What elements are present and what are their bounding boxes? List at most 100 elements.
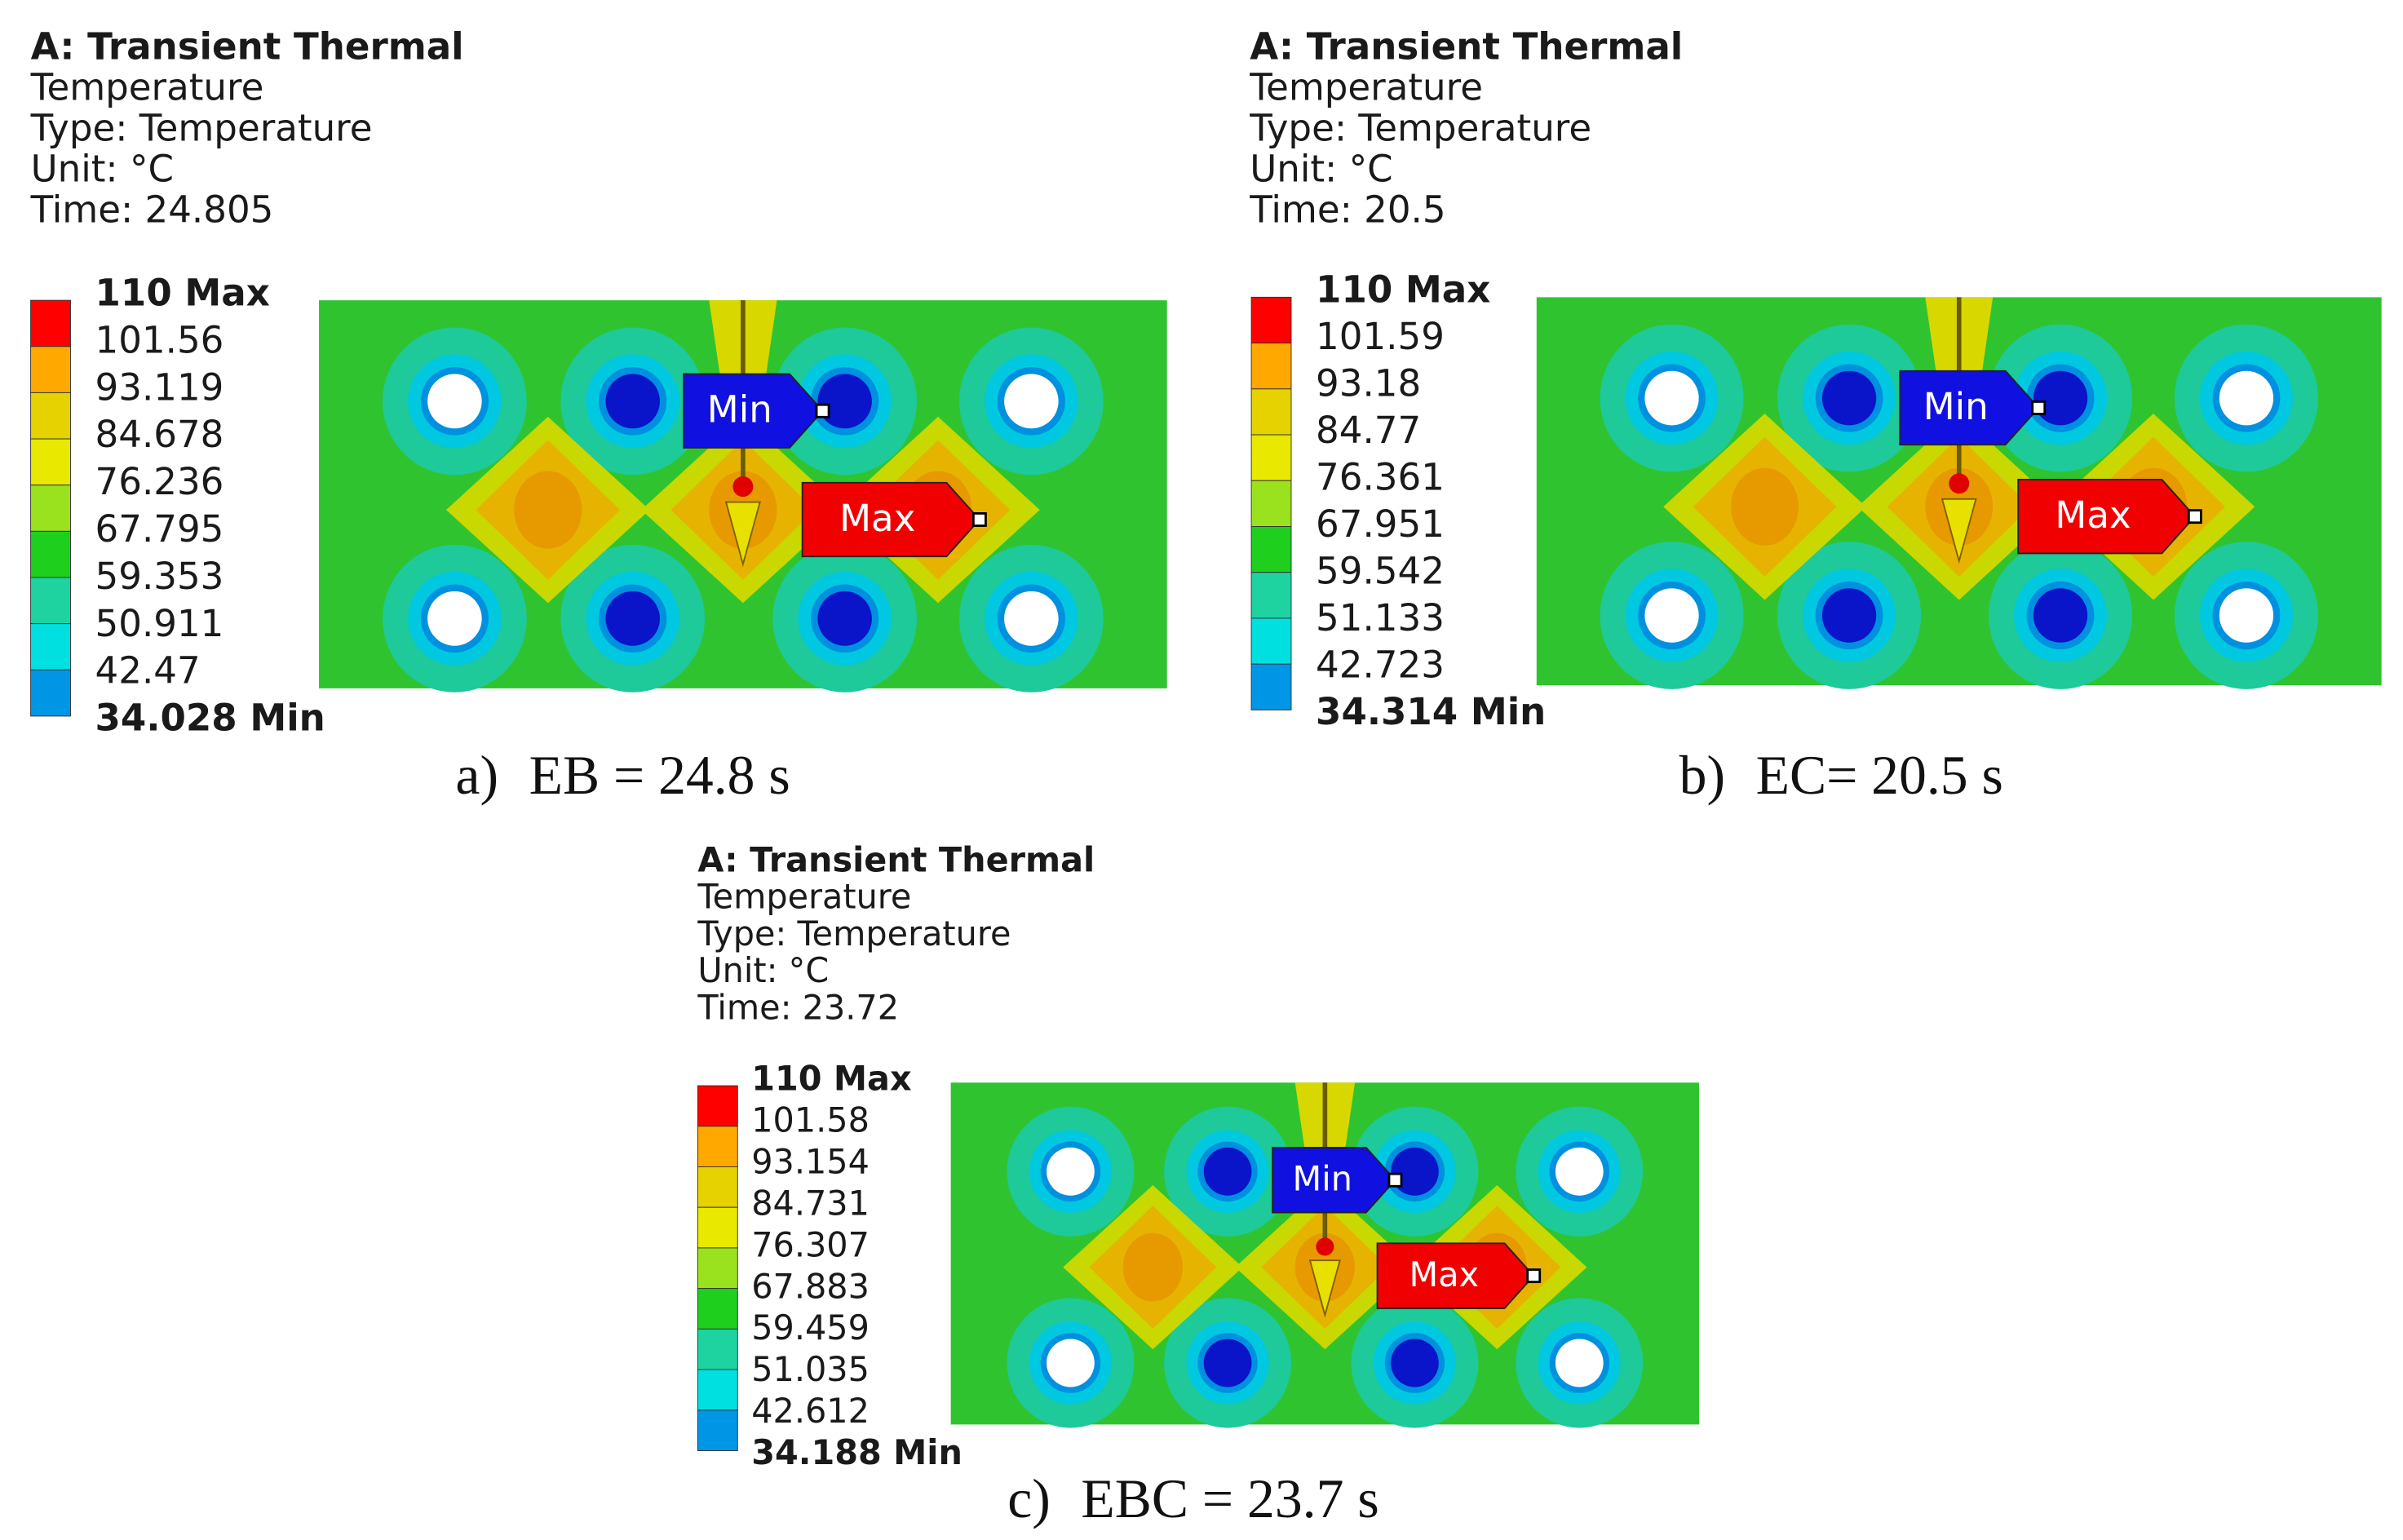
caption: EC= 20.5 s — [1756, 745, 2003, 806]
legend-band — [697, 1409, 738, 1451]
legend-label: 50.911 — [95, 602, 224, 645]
hole — [1203, 1147, 1252, 1196]
legend-band — [1250, 617, 1292, 665]
caption-label: c) — [1007, 1468, 1051, 1529]
legend-label: 67.883 — [751, 1267, 870, 1306]
contour-plot — [319, 300, 1167, 693]
legend-band — [697, 1166, 738, 1208]
min-tag-label: Min — [1293, 1160, 1352, 1199]
header-line: Type: Temperature — [1249, 106, 1591, 149]
max-tag-point — [2187, 509, 2202, 524]
hole — [1004, 374, 1059, 429]
max-tag-label: Max — [2055, 493, 2131, 537]
legend-label: 76.307 — [751, 1225, 870, 1264]
header-line: Unit: °C — [1250, 147, 1392, 190]
max-tag-label: Max — [1409, 1255, 1479, 1294]
legend-band — [697, 1288, 738, 1330]
legend-label: 101.56 — [95, 318, 224, 361]
legend-band — [697, 1369, 738, 1411]
caption-label: a) — [455, 745, 498, 806]
legend-label: 76.361 — [1316, 456, 1445, 499]
caption: EB = 24.8 s — [529, 745, 790, 806]
min-tag-point — [2031, 400, 2047, 415]
hole — [1821, 370, 1877, 426]
contour-plot — [950, 1082, 1700, 1428]
header-line: Time: 24.805 — [30, 188, 274, 231]
hot-core — [1731, 467, 1799, 546]
legend-band — [30, 485, 71, 532]
caption: EBC = 23.7 s — [1081, 1468, 1379, 1529]
torch — [724, 501, 761, 568]
max-tag-shape — [2017, 479, 2197, 555]
legend-label: 51.133 — [1316, 596, 1445, 639]
header-line: Temperature — [1249, 65, 1483, 108]
max-tag-point — [971, 512, 987, 527]
hole — [427, 374, 482, 429]
legend-label: 59.353 — [95, 555, 224, 598]
header-line: Temperature — [697, 878, 911, 917]
legend-label: 67.795 — [95, 507, 224, 551]
max-tag-point — [1526, 1268, 1542, 1284]
max-tag-label: Max — [839, 497, 915, 540]
hole — [817, 591, 872, 646]
hole — [2033, 588, 2088, 643]
header-line: Time: 23.72 — [697, 988, 899, 1027]
contour-plot — [1536, 297, 2382, 689]
legend-label: 101.59 — [1316, 315, 1445, 358]
legend-label: 84.77 — [1316, 409, 1421, 452]
legend-label: 42.47 — [95, 649, 201, 693]
legend-label: 34.028 Min — [95, 697, 325, 740]
legend-band — [1250, 572, 1292, 619]
legend-band — [697, 1247, 738, 1290]
legend-band — [697, 1206, 738, 1249]
hole — [1391, 1339, 1439, 1387]
legend-band — [30, 669, 71, 717]
hole — [2033, 370, 2088, 426]
legend-label: 42.723 — [1316, 643, 1445, 686]
legend-label: 51.035 — [751, 1350, 870, 1389]
hole — [1203, 1339, 1252, 1387]
hole — [817, 374, 872, 429]
legend-band — [30, 299, 71, 347]
legend-label: 76.236 — [95, 460, 224, 503]
header-title: A: Transient Thermal — [31, 24, 464, 68]
min-tag-point — [815, 403, 830, 418]
hole — [1555, 1147, 1604, 1196]
max-tag-shape — [801, 481, 981, 558]
torch — [1941, 498, 1977, 564]
legend-band — [697, 1328, 738, 1370]
header-line: Type: Temperature — [697, 914, 1011, 954]
hole — [1644, 588, 1699, 643]
caption-label: b) — [1679, 745, 1725, 806]
legend-band — [1250, 663, 1292, 710]
hole — [605, 374, 660, 429]
legend-band — [1250, 434, 1292, 481]
legend-label: 101.58 — [751, 1100, 870, 1140]
torch-tip — [1949, 473, 1970, 494]
legend-band — [697, 1126, 738, 1167]
hole — [1644, 370, 1699, 426]
legend-band — [30, 530, 71, 578]
hot-core — [514, 471, 582, 549]
legend-band — [1250, 343, 1292, 390]
legend-band — [30, 346, 71, 393]
legend-label: 59.542 — [1316, 550, 1445, 593]
header-title: A: Transient Thermal — [1250, 24, 1683, 68]
legend-label: 59.459 — [751, 1308, 870, 1348]
legend-label: 93.18 — [1316, 362, 1421, 405]
hole — [427, 591, 482, 646]
max-tag-shape — [1376, 1242, 1535, 1309]
legend-label: 34.188 Min — [751, 1433, 963, 1472]
torch-tip — [732, 476, 754, 498]
min-tag-shape — [1272, 1146, 1396, 1214]
legend-label: 110 Max — [751, 1059, 912, 1098]
header-title: A: Transient Thermal — [697, 840, 1095, 879]
legend-band — [30, 392, 71, 440]
hole — [2219, 588, 2274, 643]
hole — [2219, 370, 2274, 426]
legend-label: 67.951 — [1316, 502, 1445, 546]
